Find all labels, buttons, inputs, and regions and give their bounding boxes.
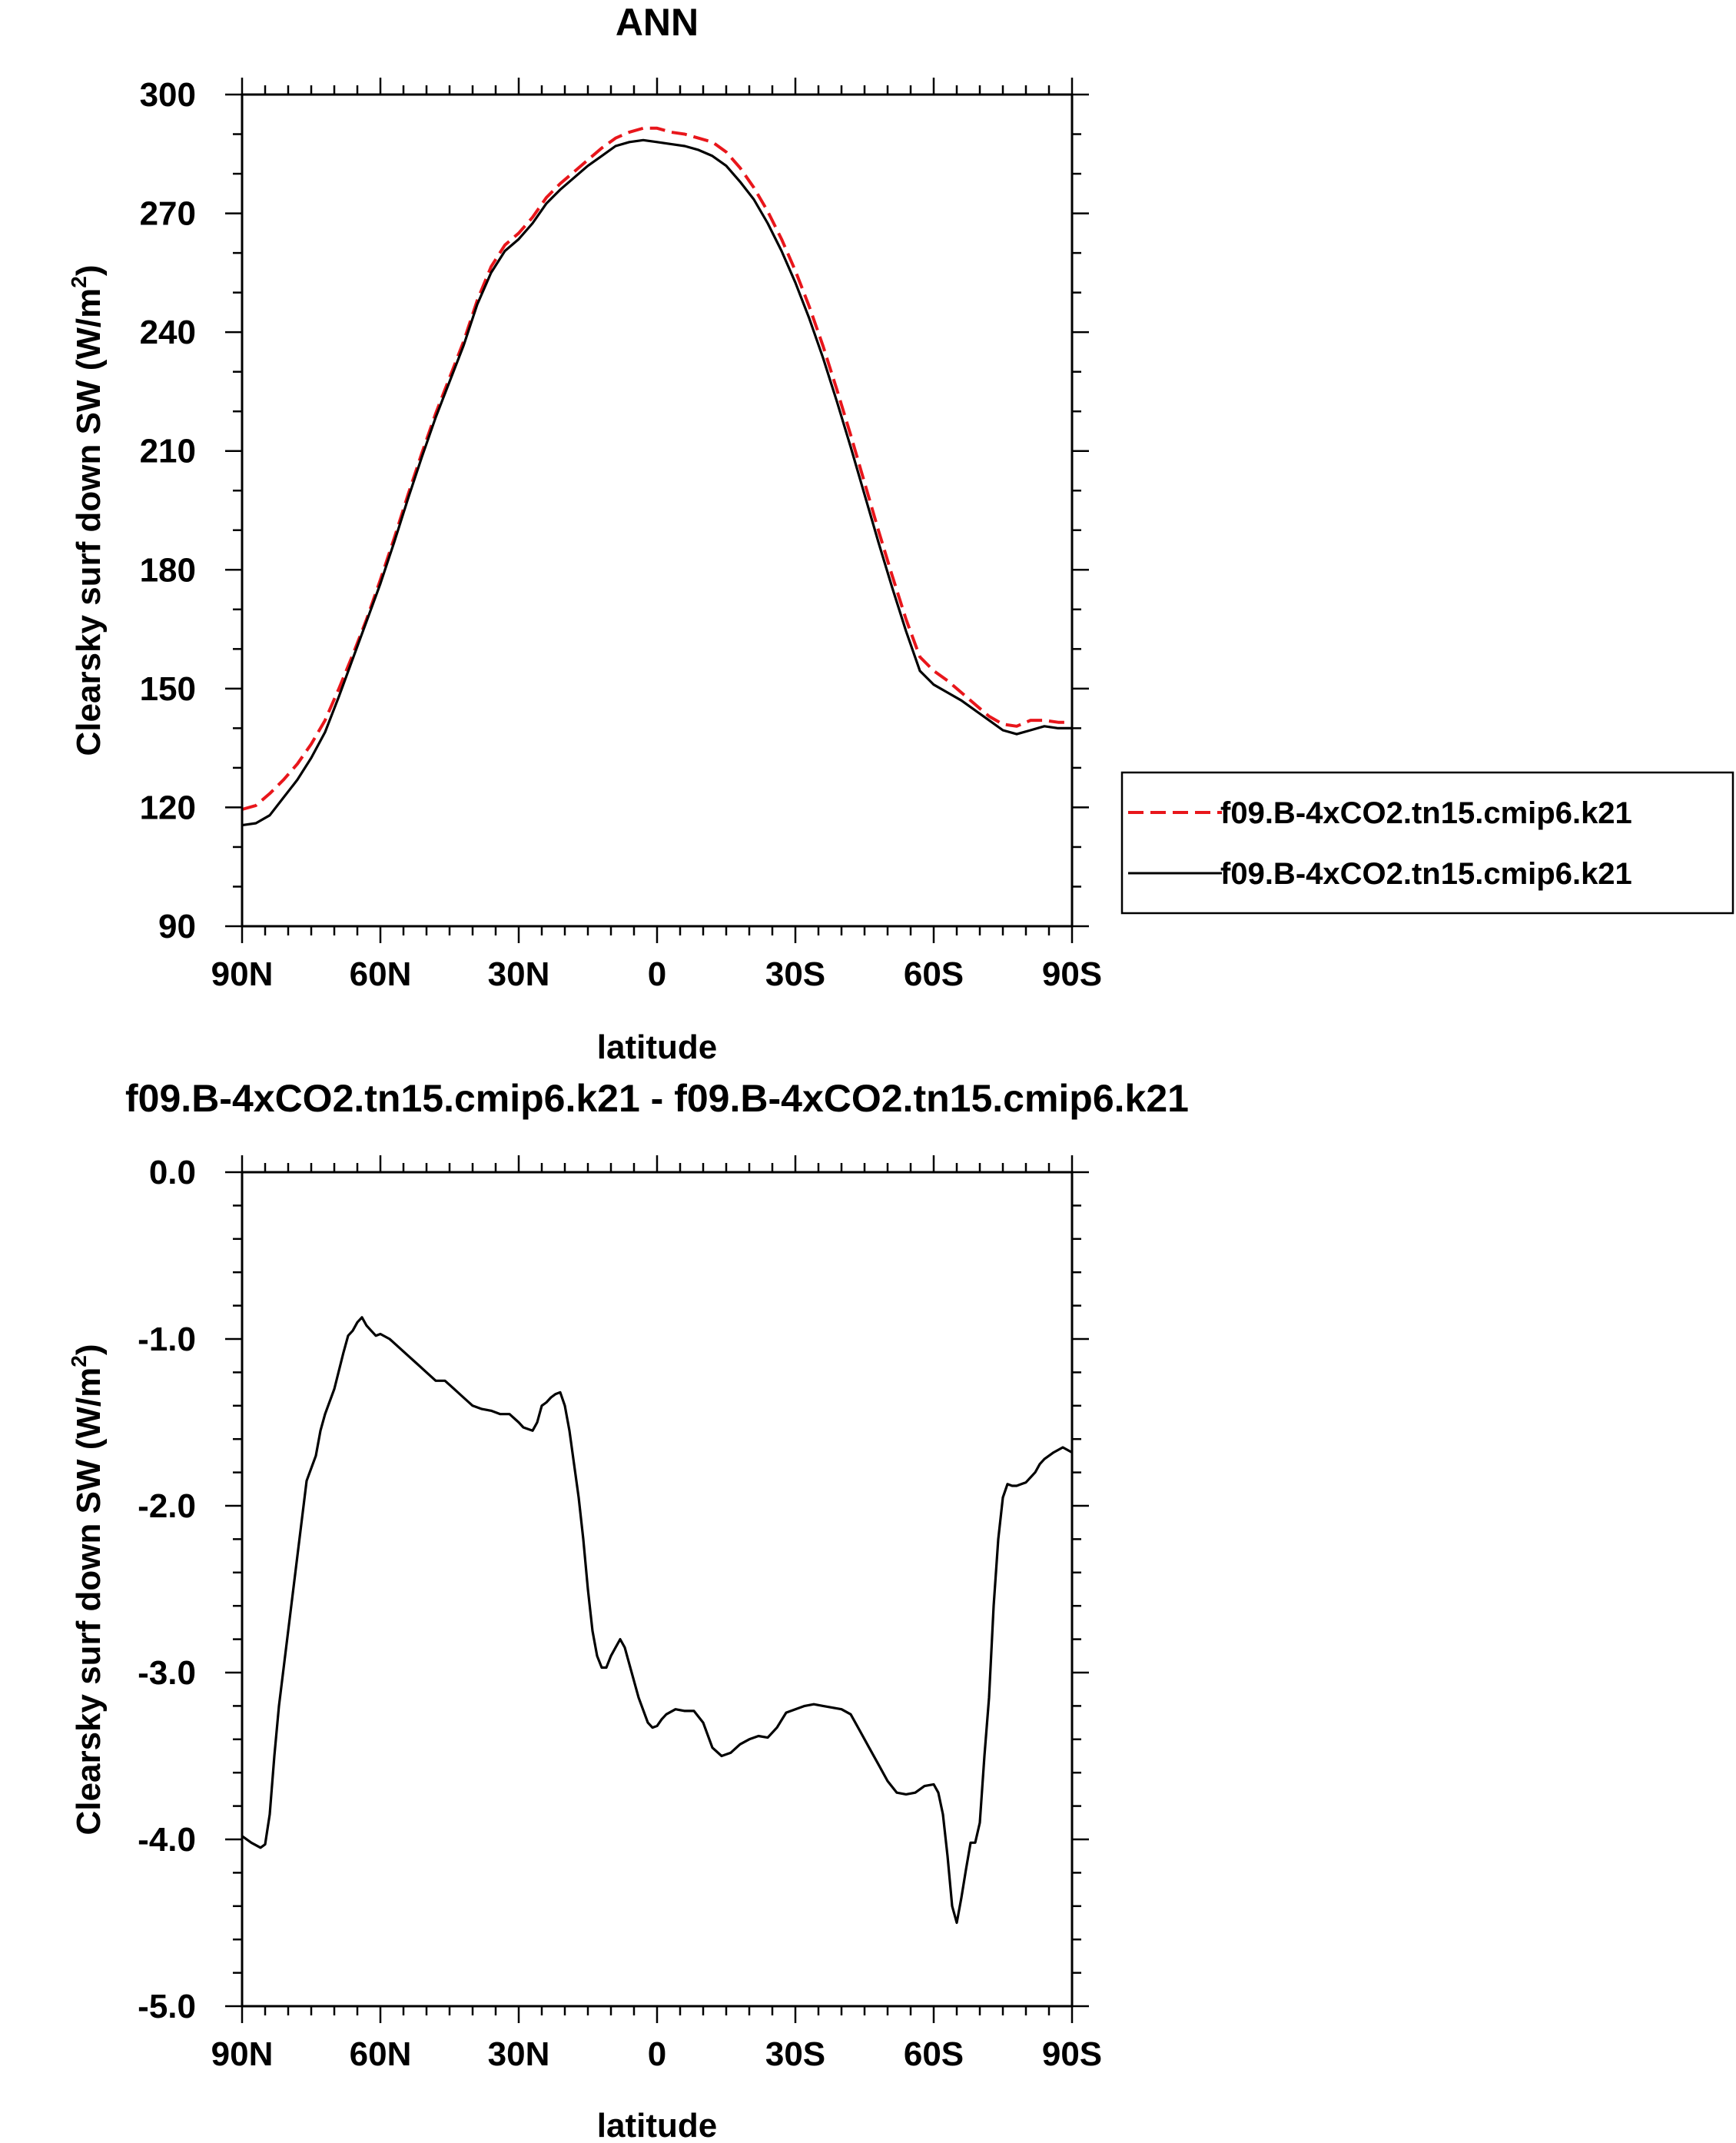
bottom-series-lines xyxy=(241,1316,1073,1925)
legend: f09.B-4xCO2.tn15.cmip6.k21 f09.B-4xCO2.t… xyxy=(1120,771,1734,915)
top-y-tick-label: 90 xyxy=(158,908,196,945)
top-x-tick-label: 60S xyxy=(904,955,964,993)
bottom-x-tick-label: 90N xyxy=(211,2035,274,2073)
bottom-chart-title: f09.B-4xCO2.tn15.cmip6.k21 - f09.B-4xCO2… xyxy=(125,1077,1189,1120)
bottom-y-tick-label: 0.0 xyxy=(149,1154,196,1191)
top-panel: ANN 90N 60N 30N 0 30S 60S 90S 90 120 150 180 210 24… xyxy=(67,1,1102,1066)
top-y-axis-title-sup: 2 xyxy=(67,276,91,288)
top-series-lines xyxy=(241,126,1072,827)
legend-box xyxy=(1120,771,1734,915)
bottom-y-tick-label: -3.0 xyxy=(138,1654,196,1692)
top-x-tick-label: 0 xyxy=(648,955,666,993)
top-y-tick-label: 270 xyxy=(140,195,196,233)
bottom-y-axis-title-close: ) xyxy=(70,1344,108,1356)
bottom-panel: f09.B-4xCO2.tn15.cmip6.k21 - f09.B-4xCO2… xyxy=(67,1077,1189,2143)
bottom-x-tick-label: 60N xyxy=(350,2035,412,2073)
bottom-x-tick-label: 0 xyxy=(648,2035,666,2073)
bottom-y-axis-title: Clearsky surf down SW (W/m2) xyxy=(67,1344,108,1836)
top-series-line-2 xyxy=(241,138,1072,827)
top-x-axis-title: latitude xyxy=(597,1028,717,1066)
bottom-y-tick-label: -1.0 xyxy=(138,1321,196,1358)
bottom-x-tick-label: 60S xyxy=(904,2035,964,2073)
top-x-tick-label: 30S xyxy=(765,955,825,993)
legend-entry-1: f09.B-4xCO2.tn15.cmip6.k21 xyxy=(1220,796,1632,830)
legend-entry-2: f09.B-4xCO2.tn15.cmip6.k21 xyxy=(1220,857,1632,891)
top-series-line-1 xyxy=(241,126,1072,811)
top-x-tick-label: 30N xyxy=(488,955,550,993)
bottom-plot-frame xyxy=(241,1171,1074,2008)
top-y-tick-label: 120 xyxy=(140,789,196,826)
top-chart-title: ANN xyxy=(616,1,699,44)
top-y-tick-label: 210 xyxy=(140,433,196,470)
top-y-tick-label: 240 xyxy=(140,314,196,351)
bottom-x-tick-label: 90S xyxy=(1042,2035,1102,2073)
top-y-tick-label: 180 xyxy=(140,551,196,589)
top-x-tick-label: 90N xyxy=(211,955,274,993)
top-x-tick-labels: 90N 60N 30N 0 30S 60S 90S xyxy=(211,955,1103,993)
bottom-x-axis-title: latitude xyxy=(597,2107,717,2143)
top-y-tick-label: 150 xyxy=(140,670,196,708)
top-y-tick-label: 300 xyxy=(140,76,196,114)
bottom-y-tick-labels: -5.0 -4.0 -3.0 -2.0 -1.0 0.0 xyxy=(138,1154,196,2025)
bottom-y-tick-label: -5.0 xyxy=(138,1988,196,2025)
bottom-y-axis-title-sup: 2 xyxy=(67,1355,91,1367)
bottom-y-tick-label: -4.0 xyxy=(138,1821,196,1859)
top-y-axis-title: Clearsky surf down SW (W/m2) xyxy=(67,265,108,756)
bottom-axis-ticks xyxy=(225,1155,1089,2023)
top-axis-ticks xyxy=(225,78,1089,943)
top-y-axis-title-close: ) xyxy=(70,265,108,277)
bottom-series-line-1 xyxy=(241,1316,1073,1925)
bottom-x-tick-label: 30N xyxy=(488,2035,550,2073)
top-y-tick-labels: 90 120 150 180 210 240 270 300 xyxy=(140,76,196,945)
top-x-tick-label: 90S xyxy=(1042,955,1102,993)
bottom-x-tick-label: 30S xyxy=(765,2035,825,2073)
bottom-x-tick-labels: 90N 60N 30N 0 30S 60S 90S xyxy=(211,2035,1103,2073)
top-plot-frame xyxy=(241,93,1074,928)
top-y-axis-title-main: Clearsky surf down SW (W/m xyxy=(70,288,108,756)
bottom-y-tick-label: -2.0 xyxy=(138,1487,196,1525)
bottom-y-axis-title-main: Clearsky surf down SW (W/m xyxy=(70,1367,108,1836)
top-x-tick-label: 60N xyxy=(350,955,412,993)
